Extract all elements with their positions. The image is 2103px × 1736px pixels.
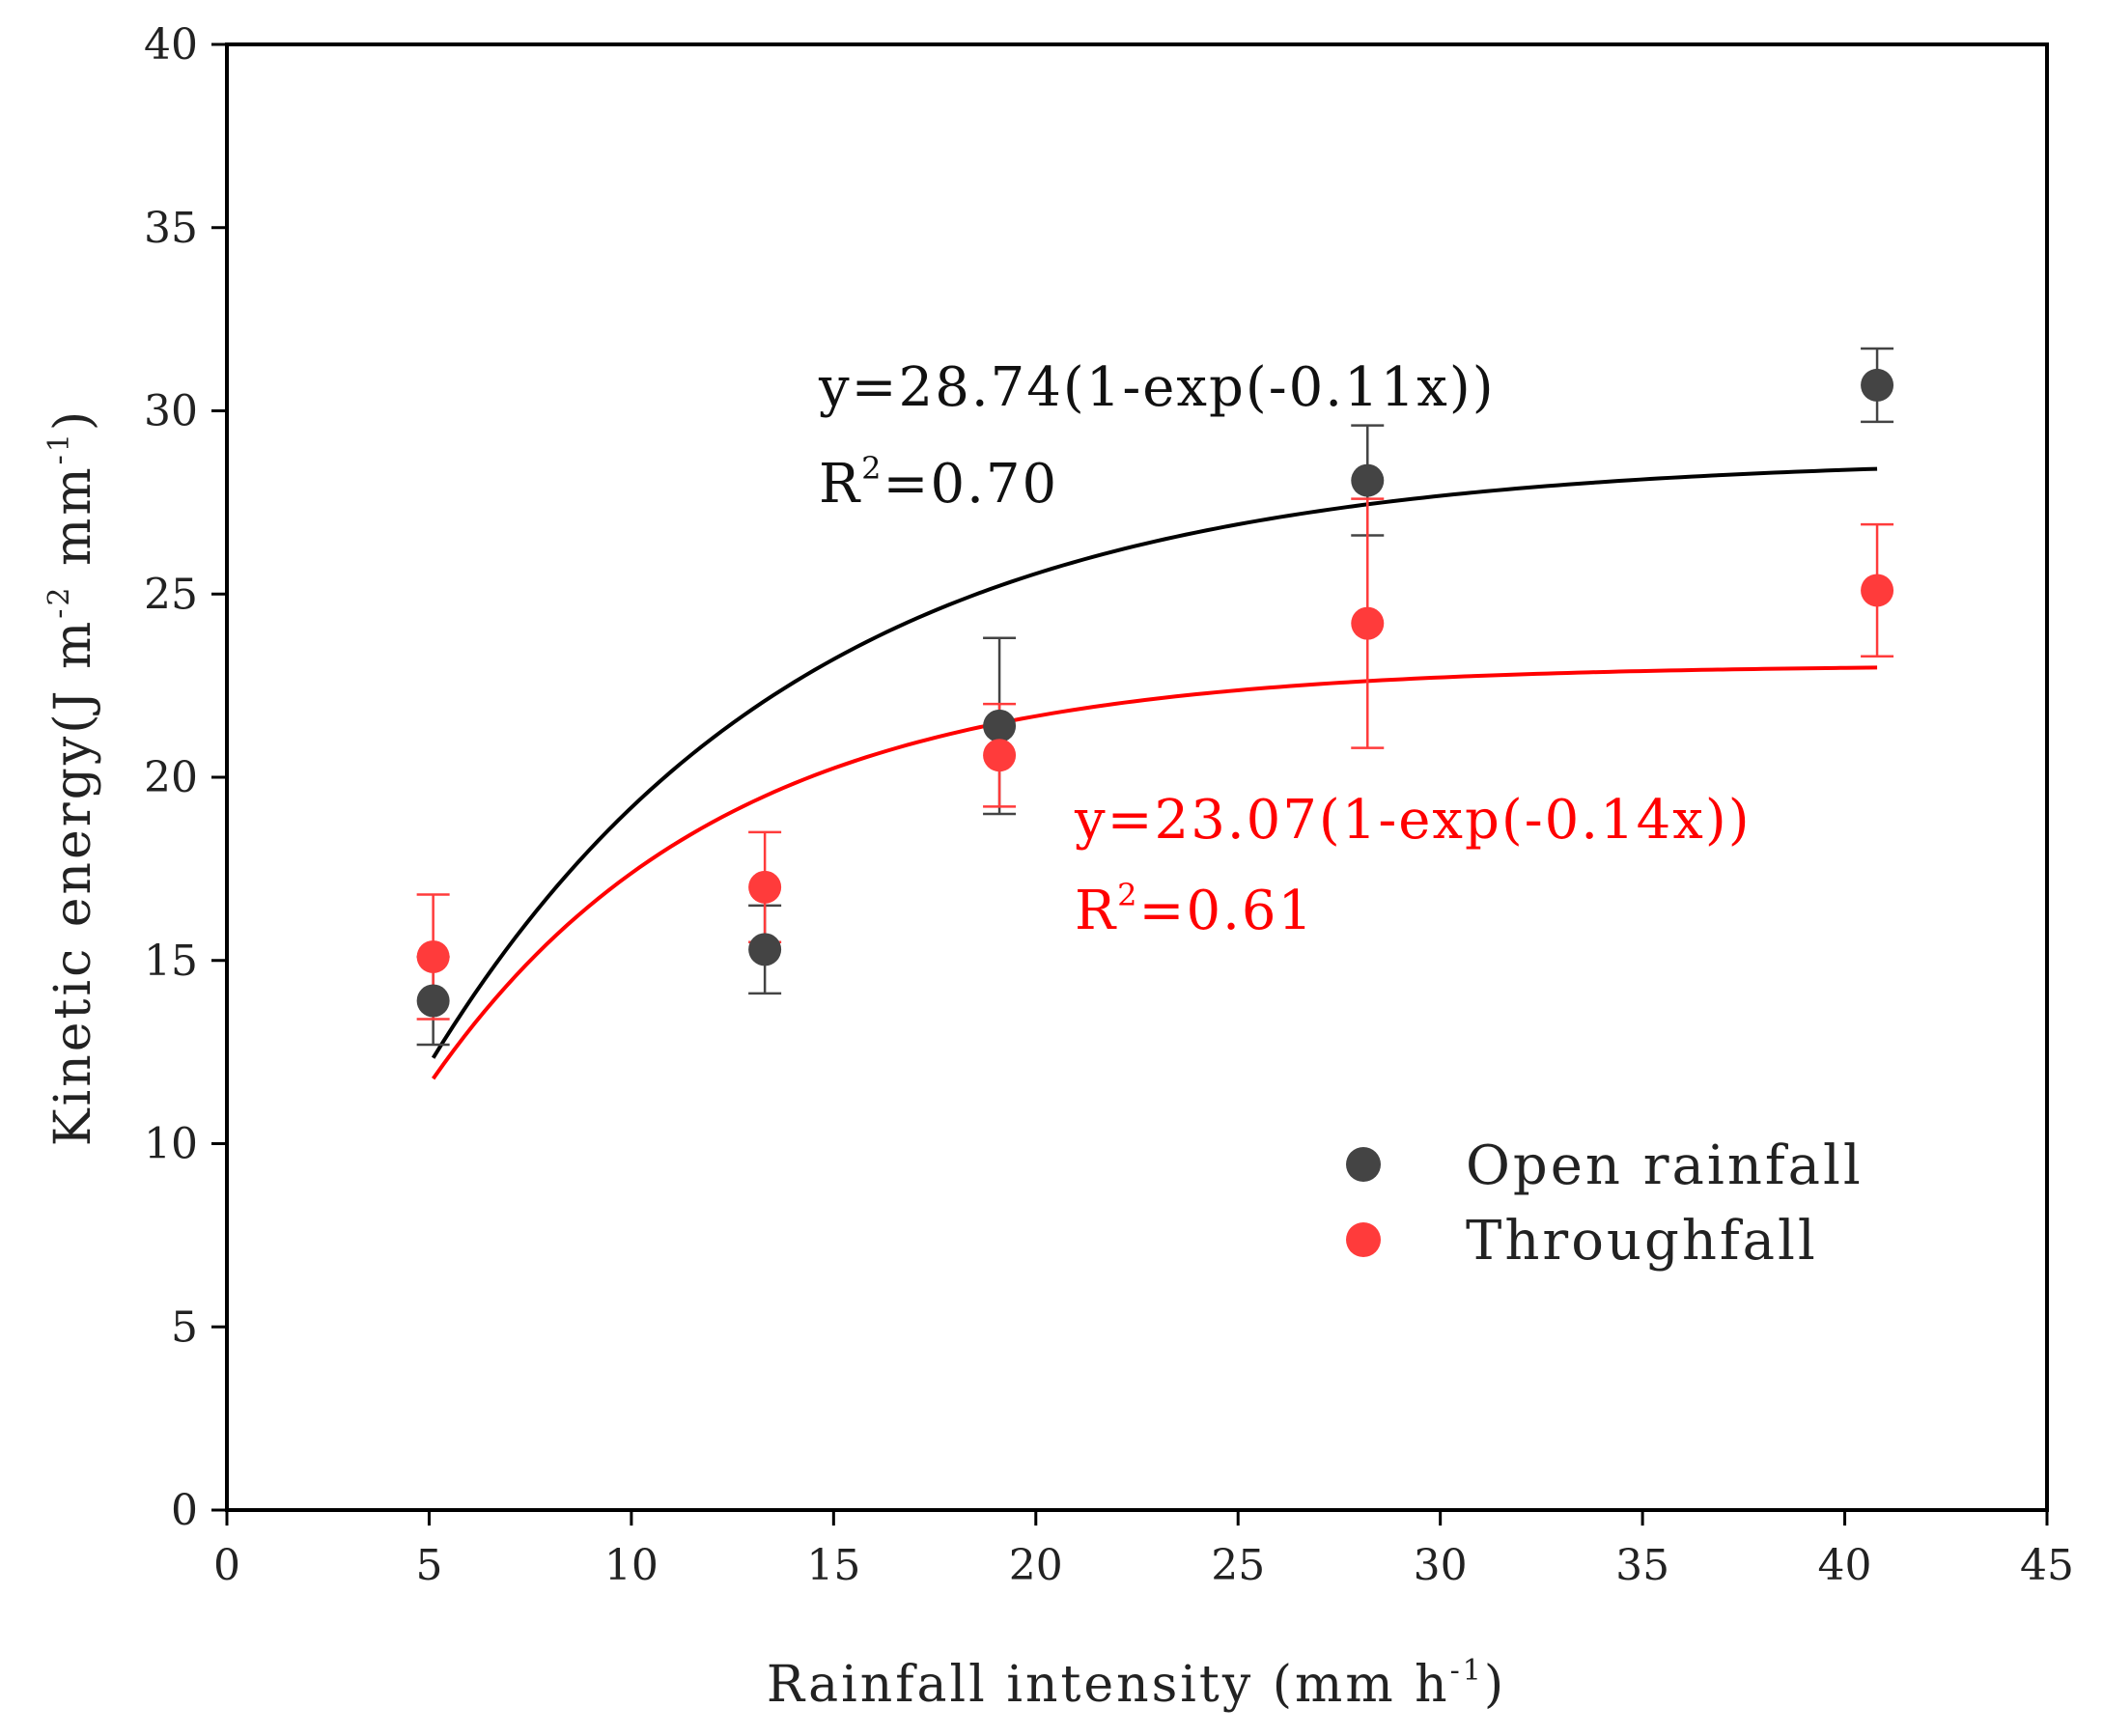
y-axis-title-sup1: -2 (42, 585, 76, 619)
throughfall-r2-sup: 2 (1117, 877, 1138, 913)
legend-label-throughfall: Throughfall (1466, 1210, 1818, 1273)
open-rainfall-r2-sup: 2 (861, 450, 883, 487)
throughfall-r2-value: =0.61 (1139, 880, 1315, 942)
x-axis-title-main: Rainfall intensity (mm h (767, 1656, 1450, 1714)
open-rainfall-r2-value: =0.70 (883, 453, 1059, 516)
y-axis-title-main: Kinetic energy(J m (44, 619, 102, 1146)
throughfall-point (748, 870, 782, 904)
data-points (416, 368, 1894, 1018)
x-tick-label: 45 (2020, 1541, 2074, 1590)
open-rainfall-equation: y=28.74(1-exp(-0.11x)) (818, 356, 1496, 419)
x-tick-label: 25 (1211, 1541, 1265, 1590)
throughfall-r2: R2=0.61 (1075, 877, 1314, 942)
x-tick-label: 10 (604, 1541, 659, 1590)
open-rainfall-point (416, 984, 450, 1018)
x-tick-label: 0 (213, 1541, 240, 1590)
x-tick-label: 30 (1414, 1541, 1468, 1590)
throughfall-r2-label: R (1075, 880, 1117, 942)
legend: Open rainfall Throughfall (1346, 1134, 1864, 1273)
plot-frame (225, 42, 2049, 1512)
y-tick-label: 5 (171, 1302, 198, 1352)
throughfall-point (983, 739, 1017, 772)
y-axis-title-sup2: -1 (42, 431, 76, 464)
open-rainfall-point (1861, 368, 1894, 402)
x-axis-title-sup: -1 (1450, 1654, 1484, 1688)
y-tick-label: 35 (144, 204, 198, 253)
x-tick-label: 35 (1615, 1541, 1669, 1590)
y-tick-label: 15 (144, 937, 198, 986)
throughfall-point (1351, 606, 1385, 640)
fit-curves (431, 466, 1878, 1080)
y-tick-label: 20 (144, 753, 198, 802)
y-tick-label: 30 (144, 387, 198, 436)
y-tick-label: 40 (144, 20, 198, 70)
legend-label-open-rainfall: Open rainfall (1466, 1134, 1864, 1197)
throughfall-point (416, 939, 450, 973)
y-axis-title-close: ) (44, 408, 102, 431)
throughfall-fit-curve (431, 665, 1878, 1080)
throughfall-point (1861, 574, 1894, 607)
x-tick-label: 5 (415, 1541, 442, 1590)
x-axis-title-close: ) (1484, 1656, 1506, 1714)
y-tick-label: 10 (144, 1120, 198, 1169)
axis-ticks: 0 5 10 15 20 25 30 35 40 45 0 5 10 15 20 25 30 35 40 (144, 20, 2074, 1590)
legend-marker-open-rainfall (1346, 1147, 1381, 1182)
open-rainfall-fit-curve (431, 466, 1878, 1059)
open-rainfall-r2: R2=0.70 (819, 450, 1058, 516)
y-tick-label: 0 (171, 1486, 198, 1535)
y-axis-title: Kinetic energy(J m-2 mm-1) (42, 408, 102, 1146)
open-rainfall-r2-label: R (819, 453, 861, 516)
y-tick-label: 25 (144, 570, 198, 619)
legend-marker-throughfall (1346, 1222, 1381, 1257)
x-tick-label: 20 (1009, 1541, 1063, 1590)
x-axis-title: Rainfall intensity (mm h-1) (767, 1654, 1506, 1714)
throughfall-equation: y=23.07(1-exp(-0.14x)) (1074, 789, 1752, 852)
x-tick-label: 40 (1818, 1541, 1872, 1590)
x-tick-label: 15 (806, 1541, 860, 1590)
open-rainfall-point (1351, 463, 1385, 497)
y-axis-title-mid: mm (44, 464, 102, 584)
open-rainfall-point (748, 933, 782, 966)
open-rainfall-point (983, 709, 1017, 742)
